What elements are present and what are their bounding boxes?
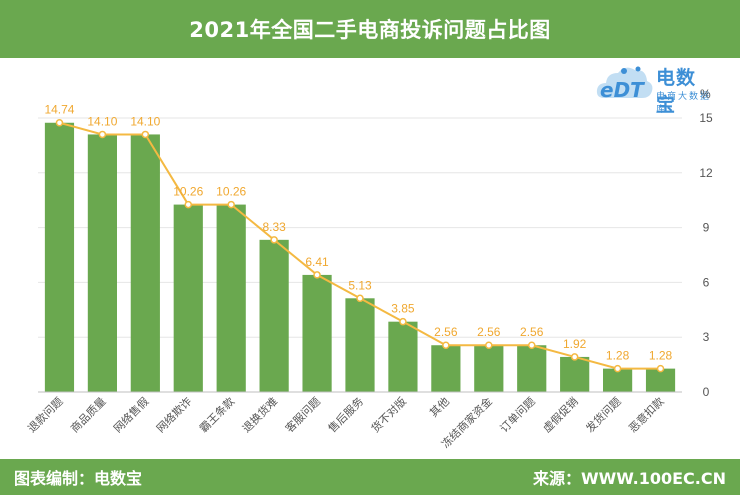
x-tick-label: 退换货难 [239,394,280,435]
data-label: 2.56 [477,325,501,339]
data-label: 14.74 [44,103,74,117]
y-tick-label: 9 [703,221,710,235]
line-point [313,271,321,279]
data-label: 6.41 [305,255,329,269]
line-point [656,364,665,373]
bar [130,134,160,392]
footer-source: 来源：WWW.100EC.CN [532,469,726,488]
edt-logo: eDT 电数宝 电商大数据库 [594,60,714,116]
logo-subtitle: 电商大数据库 [656,92,712,115]
bar [259,239,289,392]
bar [44,122,75,393]
bar [645,368,676,392]
data-label: 8.33 [262,220,286,234]
logo-en: eDT [600,78,644,102]
data-label: 5.13 [348,278,372,292]
bar [603,368,633,392]
x-tick-label: 发货问题 [583,394,624,435]
line-point [98,130,107,139]
x-tick-label: 客服问题 [282,394,323,435]
bar [560,356,590,392]
chart-header: 2021年全国二手电商投诉问题占比图 [0,0,740,58]
data-labels: 14.74 14.10 14.10 10.26 10.26 8.33 6.41 5.13 3.8… [44,103,672,363]
data-label: 1.28 [649,349,673,363]
x-tick-label: 网络欺诈 [153,394,194,435]
line-point [356,294,364,303]
chart-footer: 图表编制：电数宝 来源：WWW.100EC.CN [0,459,740,495]
line-point [270,236,278,244]
bar [517,345,547,392]
y-tick-label: 12 [699,166,713,180]
trend-line [55,118,665,373]
x-tick-label: 商品质量 [68,394,109,435]
x-tick-label: 售后服务 [325,394,366,435]
x-tick-label: 退款问题 [25,394,66,435]
logo-cn: 电数宝 [656,67,697,116]
line-point [613,364,622,373]
bar-line-chart: 14.74 14.10 14.10 10.26 10.26 8.33 6.41 5.13 3.8… [25,87,713,451]
cloud-icon [596,66,653,98]
bar [474,345,504,392]
y-tick-label: 3 [703,330,710,344]
x-tick-label: 恶意扣款 [626,394,667,435]
x-tick-label: 霸王条款 [196,394,237,435]
y-tick-label: 0 [703,385,710,399]
bar [173,204,203,392]
data-label: 2.56 [520,325,544,339]
data-label: 14.10 [87,114,117,128]
bar [216,204,246,392]
y-tick-label: 6 [703,275,710,289]
axes: 0 3 6 9 12 15% 退款问题 商品质量 网络售假 网络欺诈 霸王条款 退换货难 客服问题 售后服… [25,87,713,451]
line-point [141,130,150,139]
y-tick-label: 15 [699,111,713,125]
data-label: 14.10 [130,114,160,128]
footer-credit: 图表编制：电数宝 [14,469,143,488]
bar [388,321,418,392]
line-point [527,341,536,349]
bar [87,134,117,392]
bar [302,274,332,392]
line-point [485,341,493,349]
line-point [570,353,579,361]
bar [345,298,375,392]
y-axis-unit: % [700,87,711,101]
bar [431,345,461,392]
data-label: 10.26 [216,185,246,199]
data-label: 10.26 [173,185,203,199]
data-label: 3.85 [391,302,415,316]
bars [44,122,676,393]
line-point [227,200,235,209]
data-label: 1.92 [563,337,587,351]
line-point [55,118,64,127]
chart-title: 2021年全国二手电商投诉问题占比图 [189,18,551,42]
line-point [442,341,450,349]
data-label: 2.56 [434,325,458,339]
x-tick-label: 网络售假 [110,394,151,435]
x-tick-label: 虚假促销 [540,394,581,435]
line-point [399,317,407,326]
x-tick-label: 货不对版 [368,394,409,435]
data-label: 1.28 [606,349,630,363]
x-tick-label: 其他 [427,395,452,420]
line-point [184,200,193,209]
x-tick-label: 订单问题 [498,395,538,435]
